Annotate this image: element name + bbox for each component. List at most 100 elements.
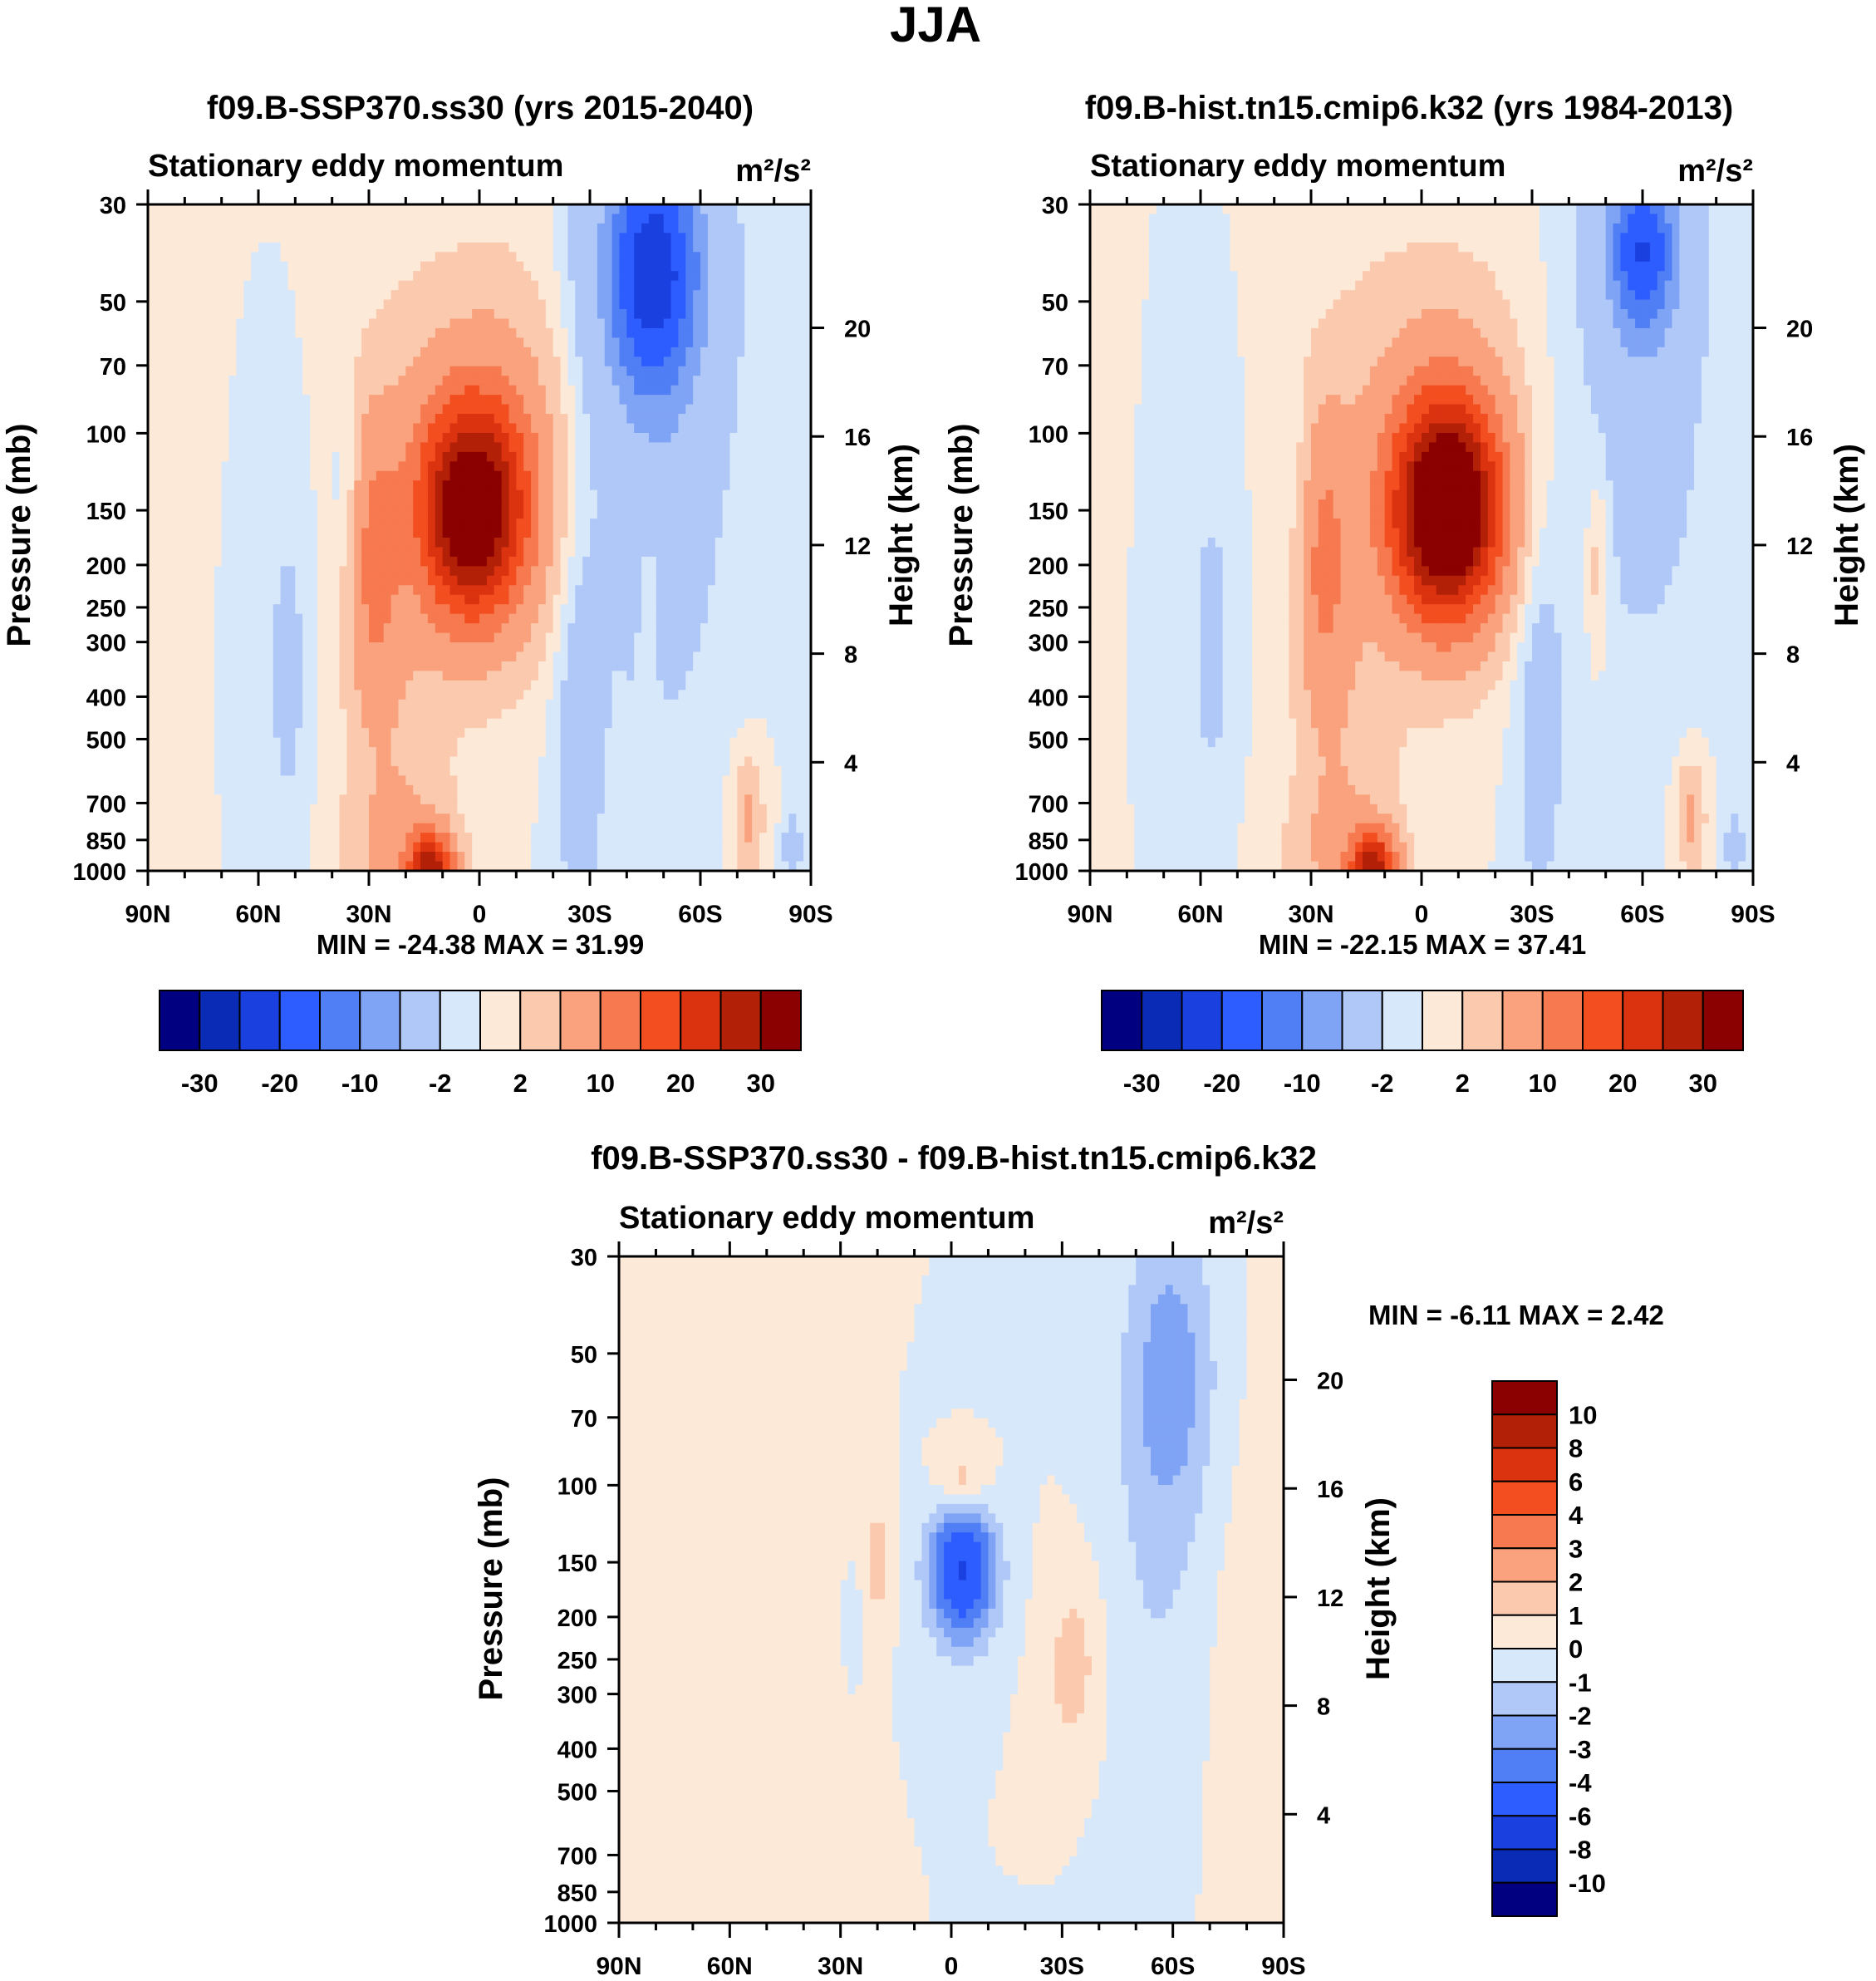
contour-cell	[656, 252, 665, 263]
contour-cell	[449, 327, 458, 338]
contour-cell	[575, 376, 583, 386]
contour-cell	[648, 671, 657, 681]
contour-cell	[273, 509, 282, 519]
contour-cell	[508, 528, 517, 538]
contour-cell	[442, 271, 451, 282]
contour-cell	[162, 204, 171, 215]
contour-cell	[177, 204, 185, 215]
contour-cell	[435, 376, 444, 386]
contour-cell	[435, 204, 444, 215]
contour-cell	[184, 489, 193, 500]
contour-cell	[184, 470, 193, 481]
contour-cell	[214, 632, 223, 643]
contour-cell	[148, 632, 156, 643]
contour-cell	[155, 566, 164, 577]
contour-cell	[199, 395, 208, 406]
contour-cell	[508, 442, 517, 453]
contour-cell	[715, 337, 724, 348]
contour-cell	[560, 594, 568, 605]
contour-cell	[803, 347, 812, 357]
contour-cell	[626, 271, 635, 282]
contour-cell	[287, 709, 296, 720]
contour-cell	[287, 252, 296, 263]
contour-cell	[744, 613, 753, 624]
contour-cell	[273, 423, 282, 434]
contour-cell	[648, 604, 657, 615]
contour-cell	[545, 327, 554, 338]
contour-cell	[729, 271, 738, 282]
contour-cell	[420, 556, 429, 567]
contour-cell	[324, 575, 333, 586]
contour-cell	[287, 318, 296, 329]
contour-cell	[737, 480, 745, 491]
contour-cell	[221, 347, 230, 357]
contour-cell	[405, 623, 414, 634]
contour-cell	[449, 242, 458, 253]
contour-cell	[331, 442, 341, 453]
contour-cell	[405, 404, 414, 415]
contour-cell	[516, 547, 524, 558]
contour-cell	[766, 594, 775, 605]
contour-cell	[457, 327, 465, 338]
contour-cell	[685, 651, 694, 662]
contour-cell	[531, 509, 539, 519]
contour-cell	[619, 575, 627, 586]
contour-cell	[582, 280, 591, 291]
contour-cell	[707, 337, 716, 348]
contour-cell	[590, 470, 598, 481]
contour-cell	[486, 528, 495, 538]
contour-cell	[641, 470, 650, 481]
contour-cell	[729, 519, 738, 529]
contour-cell	[663, 604, 672, 615]
contour-cell	[361, 709, 370, 720]
contour-cell	[155, 385, 164, 396]
contour-cell	[538, 356, 547, 367]
contour-cell	[707, 547, 716, 558]
contour-cell	[339, 290, 347, 301]
contour-cell	[759, 613, 768, 624]
contour-cell	[346, 709, 355, 720]
contour-cell	[251, 461, 259, 472]
contour-cell	[273, 699, 282, 710]
contour-cell	[766, 318, 775, 329]
contour-cell	[162, 709, 171, 720]
contour-cell	[737, 327, 745, 338]
contour-cell	[575, 356, 583, 367]
contour-cell	[538, 451, 547, 462]
contour-cell	[413, 632, 421, 643]
contour-cell	[693, 318, 701, 329]
contour-cell	[361, 509, 370, 519]
contour-cell	[236, 651, 244, 662]
contour-cell	[656, 594, 665, 605]
contour-cell	[177, 718, 185, 729]
contour-cell	[590, 451, 598, 462]
contour-cell	[287, 395, 296, 406]
contour-cell	[567, 538, 576, 548]
contour-cell	[508, 395, 517, 406]
contour-cell	[449, 442, 458, 453]
contour-cell	[221, 566, 230, 577]
contour-cell	[781, 327, 789, 338]
contour-cell	[788, 509, 797, 519]
contour-cell	[236, 252, 244, 263]
contour-cell	[552, 671, 562, 681]
contour-cell	[331, 528, 341, 538]
contour-cell	[678, 233, 686, 243]
contour-cell	[508, 489, 517, 500]
contour-cell	[398, 651, 406, 662]
contour-cell	[575, 642, 583, 653]
contour-cell	[155, 671, 164, 681]
contour-cell	[678, 337, 686, 348]
contour-cell	[508, 585, 517, 596]
contour-cell	[398, 594, 406, 605]
contour-cell	[442, 280, 451, 291]
contour-cell	[390, 347, 400, 357]
contour-cell	[634, 385, 642, 396]
contour-cell	[552, 432, 562, 444]
contour-cell	[648, 651, 657, 662]
contour-cell	[251, 547, 259, 558]
contour-cell	[472, 651, 480, 662]
contour-cell	[236, 489, 244, 500]
contour-cell	[317, 566, 326, 577]
contour-cell	[192, 585, 200, 596]
